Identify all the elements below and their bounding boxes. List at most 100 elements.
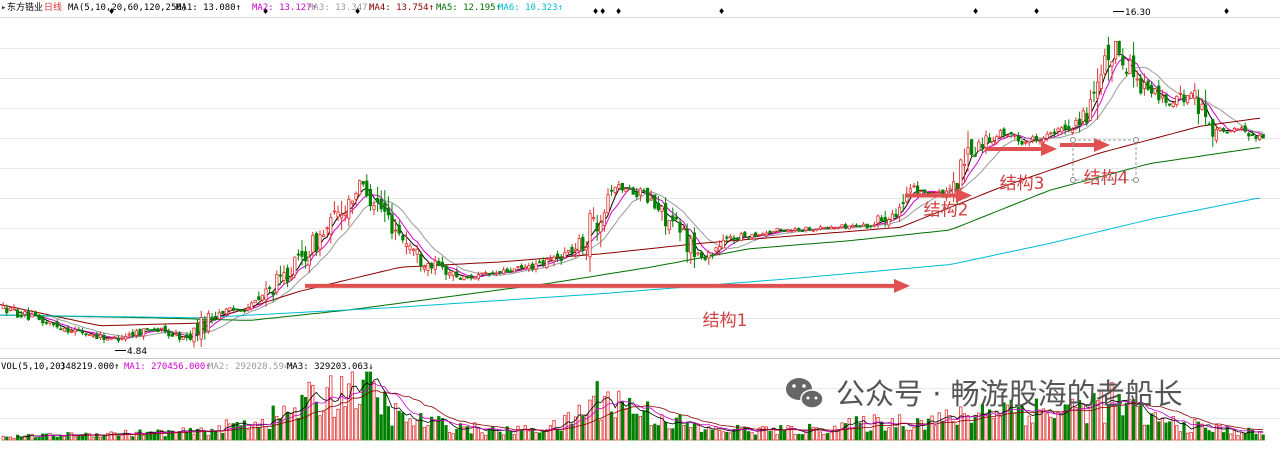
up-candle xyxy=(757,233,761,236)
structure-label-2: 结构2 xyxy=(924,200,969,220)
up-candle xyxy=(815,228,819,231)
volume-bar-down xyxy=(444,425,448,441)
volume-bar-up xyxy=(624,408,628,441)
down-candle xyxy=(390,214,394,234)
up-candle xyxy=(357,180,362,196)
volume-bar-down xyxy=(487,428,491,441)
volume-bar-down xyxy=(656,425,661,441)
vol-ma1-value: MA1: 270456.000↑ xyxy=(124,362,211,372)
down-candle xyxy=(530,263,535,270)
down-candle xyxy=(1168,103,1172,106)
volume-bar-down xyxy=(303,396,308,441)
event-marker: ♦ xyxy=(1223,7,1230,16)
down-candle xyxy=(710,254,715,257)
up-candle xyxy=(98,334,102,338)
up-candle xyxy=(451,271,455,276)
volume-bar-down xyxy=(782,430,787,441)
volume-bar-up xyxy=(775,434,779,441)
up-candle xyxy=(1135,78,1139,81)
volume-bar-up xyxy=(790,426,794,441)
volume-bar-up xyxy=(1193,419,1197,441)
volume-bar-down xyxy=(505,426,509,441)
volume-bar-up xyxy=(1229,433,1233,441)
down-candle xyxy=(1067,125,1071,131)
up-candle xyxy=(224,308,228,315)
volume-bar-down xyxy=(170,430,174,441)
volume-bar-down xyxy=(203,431,207,441)
volume-bar-up xyxy=(1074,406,1078,441)
volume-bar-up xyxy=(962,413,967,441)
down-candle xyxy=(383,202,387,212)
down-candle xyxy=(116,337,120,341)
volume-bar-up xyxy=(836,429,841,441)
volume-bar-up xyxy=(1218,425,1222,441)
volume-bar-up xyxy=(1070,398,1074,441)
volume-bar-up xyxy=(473,422,477,441)
volume-bar-up xyxy=(944,409,949,441)
volume-bar-down xyxy=(390,425,394,441)
up-candle xyxy=(739,233,743,241)
volume-bar-up xyxy=(411,425,416,441)
volume-bar-down xyxy=(1157,421,1161,441)
volume-bar-up xyxy=(433,419,437,441)
up-candle xyxy=(516,266,520,268)
up-candle xyxy=(1045,133,1049,139)
volume-bar-up xyxy=(919,419,923,441)
down-candle xyxy=(581,236,585,251)
down-candle xyxy=(883,216,887,223)
volume-bar-up xyxy=(545,429,549,441)
high-marker: 16.30 xyxy=(1113,8,1151,18)
volume-bar-down xyxy=(429,416,434,441)
down-candle xyxy=(231,307,236,311)
up-candle xyxy=(527,265,531,270)
up-candle xyxy=(577,238,581,252)
down-candle xyxy=(19,314,23,318)
volume-bar-down xyxy=(257,427,261,441)
up-candle xyxy=(1193,90,1197,99)
volume-bar-up xyxy=(1142,424,1146,441)
down-candle xyxy=(1207,123,1211,126)
down-candle xyxy=(170,333,174,337)
up-candle xyxy=(332,210,337,213)
volume-bar-up xyxy=(408,418,412,441)
up-candle xyxy=(275,274,279,293)
period-label: 日线 xyxy=(44,1,62,13)
volume-bar-up xyxy=(8,436,12,441)
structure-arrow-4 xyxy=(1060,137,1110,152)
volume-bar-up xyxy=(991,418,995,441)
volume-bar-down xyxy=(581,415,585,441)
down-candle xyxy=(455,271,459,278)
up-candle xyxy=(847,225,851,230)
volume-bar-up xyxy=(840,422,844,441)
vol-params: VOL(5,10,20) xyxy=(1,362,66,372)
volume-bar-up xyxy=(761,426,765,441)
volume-bar-up xyxy=(260,419,265,441)
volume-bar-down xyxy=(736,424,740,441)
up-candle xyxy=(1027,140,1031,144)
down-candle xyxy=(1124,71,1128,74)
down-candle xyxy=(610,189,614,192)
event-marker: ♦♦ xyxy=(592,7,606,16)
volume-bar-up xyxy=(930,415,934,441)
volume-bar-down xyxy=(1146,424,1150,441)
event-marker: ♦ xyxy=(615,7,622,16)
up-candle xyxy=(602,212,607,226)
volume-bar-down xyxy=(1020,405,1024,441)
up-candle xyxy=(426,263,430,271)
volume-bar-up xyxy=(527,430,531,441)
down-candle xyxy=(1139,77,1143,94)
down-candle xyxy=(556,253,560,257)
volume-bar-up xyxy=(350,371,355,441)
volume-bar-down xyxy=(1009,399,1013,441)
up-candle xyxy=(282,272,286,281)
up-candle xyxy=(851,225,855,228)
volume-bar-up xyxy=(689,427,693,441)
volume-bar-down xyxy=(285,412,290,441)
up-candle xyxy=(8,307,12,311)
up-candle xyxy=(1056,128,1060,132)
volume-bar-down xyxy=(1243,433,1247,441)
volume-bar-up xyxy=(106,433,110,441)
up-candle xyxy=(206,313,210,332)
up-candle xyxy=(682,228,686,231)
up-candle xyxy=(1099,74,1103,89)
